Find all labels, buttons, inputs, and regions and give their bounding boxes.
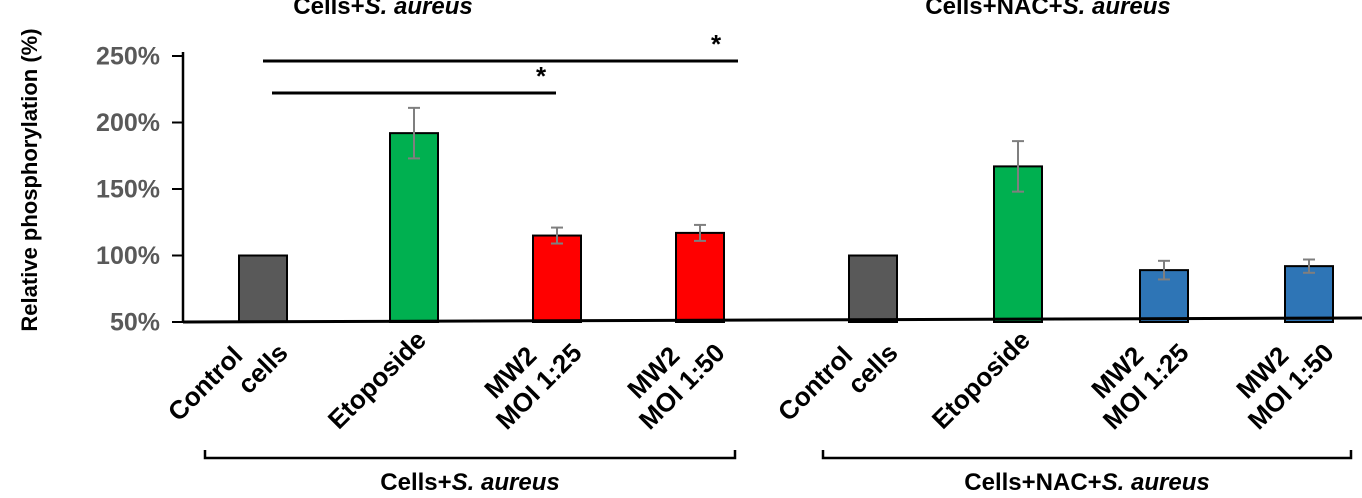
group-2-top-label: Cells+NAC+S. aureus (925, 0, 1170, 20)
category-label: Etoposide (926, 325, 1036, 435)
y-axis-label: Relative phosphorylation (%) (17, 28, 42, 331)
bar (848, 254, 898, 323)
bar (532, 234, 582, 323)
category-label-line: Etoposide (926, 325, 1036, 435)
category-label: Controlcells (162, 316, 294, 448)
category-label-line: Etoposide (322, 325, 432, 435)
category-label: MW2MOI 1:25 (1076, 316, 1195, 435)
significance-star: * (536, 61, 547, 91)
category-label-line: cells (842, 337, 904, 399)
group-1-bracket (203, 450, 737, 460)
category-label: MW2MOI 1:50 (612, 316, 731, 435)
y-tick-label: 250% (96, 43, 160, 71)
bar (389, 132, 439, 323)
bar (1284, 265, 1334, 324)
bar (238, 254, 288, 323)
significance-markers: ** (263, 29, 738, 95)
y-tick-label: 100% (96, 242, 160, 270)
group-1-bottom-label: Cells+S. aureus (380, 469, 559, 496)
category-label-line: cells (232, 337, 294, 399)
category-label: MW2MOI 1:25 (469, 316, 588, 435)
x-axis-line (182, 316, 1362, 324)
group-1-top-label: Cells+S. aureus (293, 0, 472, 20)
group-2-bracket (821, 450, 1353, 460)
group-2-bottom-label: Cells+NAC+S. aureus (964, 469, 1209, 496)
y-ticks: 50% 100% 150% 200% 250% (96, 43, 183, 337)
y-tick-label: 200% (96, 109, 160, 137)
bar (675, 231, 725, 323)
y-tick-label: 150% (96, 176, 160, 204)
y-tick-label: 50% (110, 309, 160, 337)
category-labels: Controlcells Etoposide MW2MOI 1:25 MW2MOI 1… (162, 316, 1340, 448)
bars (238, 106, 1334, 324)
category-label: MW2MOI 1:50 (1221, 316, 1340, 435)
category-label: Controlcells (772, 316, 904, 448)
significance-star: * (711, 29, 722, 59)
category-label: Etoposide (322, 325, 432, 435)
